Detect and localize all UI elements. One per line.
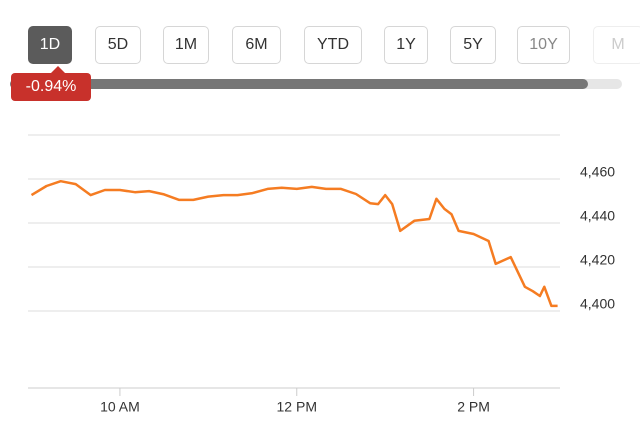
range-button[interactable]: 1M	[163, 26, 209, 64]
price-line	[30, 179, 558, 308]
range-fill	[10, 79, 588, 89]
x-tick-label: 10 AM	[100, 399, 140, 415]
change-badge: -0.94%	[11, 66, 91, 101]
range-button[interactable]: 1D	[28, 26, 72, 64]
x-tick-label: 12 PM	[277, 399, 317, 415]
y-tick-label: 4,400	[580, 296, 615, 312]
y-tick-label: 4,460	[580, 164, 615, 180]
range-button[interactable]: 5Y	[450, 26, 496, 64]
range-button[interactable]: 10Y	[517, 26, 570, 64]
range-slider[interactable]	[10, 79, 622, 89]
range-button[interactable]: 6M	[232, 26, 281, 64]
range-button[interactable]: 5D	[95, 26, 141, 64]
range-button[interactable]: 1Y	[384, 26, 428, 64]
y-tick-label: 4,420	[580, 252, 615, 268]
y-tick-label: 4,440	[580, 208, 615, 224]
range-button[interactable]: M	[593, 26, 640, 64]
x-tick-label: 2 PM	[457, 399, 490, 415]
range-button[interactable]: YTD	[304, 26, 362, 64]
